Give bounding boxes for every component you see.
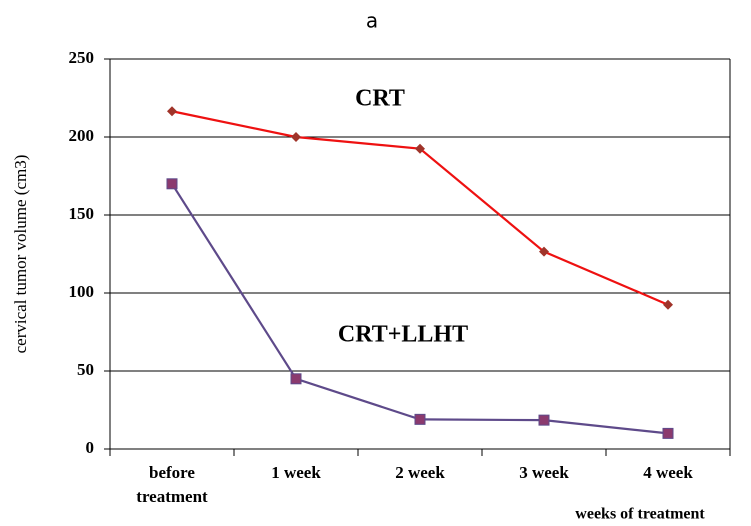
series-label: CRT bbox=[355, 86, 405, 112]
y-tick-label: 250 bbox=[69, 48, 95, 67]
x-tick-label: 2 week bbox=[395, 463, 445, 482]
line bbox=[171, 183, 669, 435]
marker bbox=[167, 106, 177, 117]
x-tick-label: 3 week bbox=[519, 463, 569, 482]
y-tick-label: 150 bbox=[69, 204, 95, 223]
marker bbox=[662, 427, 674, 439]
x-axis-label: weeks of treatment bbox=[575, 506, 705, 523]
y-tick-label: 0 bbox=[86, 438, 95, 457]
y-tick-label: 50 bbox=[77, 360, 94, 379]
x-tick-label: 1 week bbox=[271, 463, 321, 482]
x-tick-label: 4 week bbox=[643, 463, 693, 482]
marker bbox=[166, 178, 178, 190]
series-label: CRT+LLHT bbox=[338, 322, 468, 348]
chart-title: a bbox=[366, 9, 378, 33]
marker bbox=[663, 299, 673, 310]
marker bbox=[538, 414, 550, 426]
y-axis-label: cervical tumor volume (cm3) bbox=[11, 155, 30, 354]
marker bbox=[414, 413, 426, 425]
y-tick-label: 200 bbox=[69, 126, 95, 145]
x-tick-label: before treatment bbox=[136, 463, 208, 506]
marker bbox=[539, 246, 549, 257]
marker bbox=[415, 143, 425, 154]
y-tick-label: 100 bbox=[69, 282, 95, 301]
marker bbox=[290, 373, 302, 385]
line bbox=[171, 110, 669, 306]
marker bbox=[291, 132, 301, 142]
